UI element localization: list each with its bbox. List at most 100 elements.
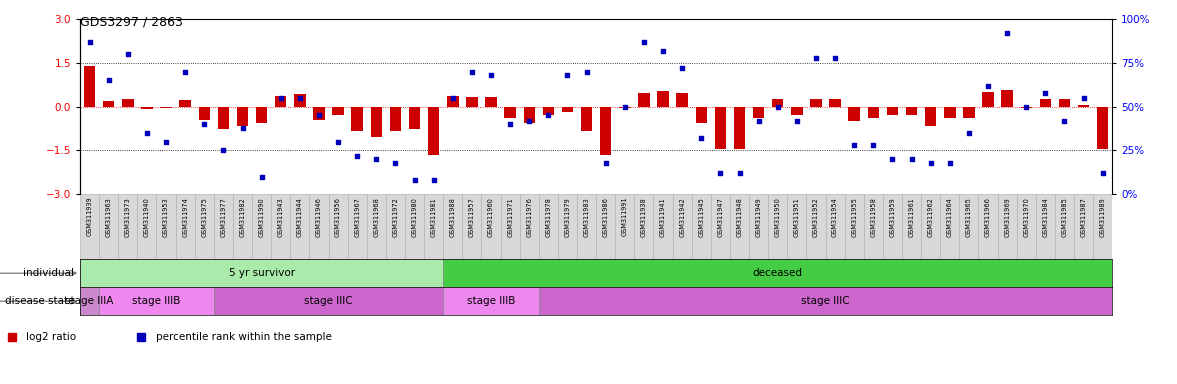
Text: GSM311942: GSM311942 (679, 197, 685, 237)
Bar (237, 107, 248, 126)
Text: GSM311981: GSM311981 (431, 197, 437, 237)
Bar (772, 99, 784, 107)
Bar (371, 107, 383, 137)
Text: GSM311952: GSM311952 (813, 197, 819, 237)
Bar (405, 194, 424, 259)
Text: GSM311977: GSM311977 (220, 197, 226, 237)
Bar (1017, 194, 1036, 259)
Text: individual: individual (24, 268, 74, 278)
Text: GSM311948: GSM311948 (737, 197, 743, 237)
Point (597, 160, 616, 166)
Bar (791, 107, 803, 115)
Bar (769, 194, 787, 259)
Bar (539, 287, 1112, 315)
Bar (543, 107, 554, 115)
Bar (1039, 99, 1051, 107)
Bar (983, 91, 993, 107)
Bar (99, 287, 214, 315)
Bar (883, 194, 902, 259)
Bar (963, 107, 975, 118)
Text: GSM311960: GSM311960 (488, 197, 494, 237)
Point (653, 48, 672, 54)
Bar (581, 107, 592, 131)
Bar (214, 287, 444, 315)
Point (692, 135, 711, 141)
Point (272, 95, 291, 101)
Text: GSM311967: GSM311967 (354, 197, 360, 237)
Point (463, 69, 481, 75)
Bar (558, 194, 577, 259)
Point (673, 65, 692, 71)
Text: GSM311991: GSM311991 (621, 197, 627, 237)
Text: GSM311953: GSM311953 (164, 197, 169, 237)
Point (806, 55, 825, 61)
Bar (978, 194, 998, 259)
Point (902, 156, 920, 162)
Text: GSM311980: GSM311980 (412, 197, 418, 237)
Bar (233, 194, 252, 259)
Point (922, 160, 940, 166)
Text: GSM311964: GSM311964 (946, 197, 953, 237)
Text: GSM311984: GSM311984 (1043, 197, 1049, 237)
Text: GSM311983: GSM311983 (584, 197, 590, 237)
Bar (141, 107, 153, 109)
Text: GSM311969: GSM311969 (1004, 197, 1010, 237)
Bar (157, 194, 175, 259)
Point (405, 177, 424, 183)
Bar (672, 194, 692, 259)
Bar (806, 194, 825, 259)
Bar (867, 107, 879, 118)
Bar (1059, 99, 1070, 107)
Text: GSM311974: GSM311974 (182, 197, 188, 237)
Bar (1020, 107, 1032, 108)
Text: GSM311939: GSM311939 (87, 197, 93, 237)
Bar (332, 107, 344, 115)
Point (386, 160, 405, 166)
Text: GSM311965: GSM311965 (966, 197, 972, 237)
Bar (444, 194, 463, 259)
Point (195, 121, 214, 127)
Bar (677, 93, 687, 107)
Bar (849, 107, 860, 121)
Point (616, 104, 634, 110)
Bar (291, 194, 310, 259)
Point (119, 51, 138, 57)
Text: stage IIIA: stage IIIA (66, 296, 114, 306)
Text: GSM311972: GSM311972 (392, 197, 399, 237)
Bar (80, 259, 444, 287)
Text: GSM311961: GSM311961 (909, 197, 915, 237)
Point (959, 130, 978, 136)
Bar (160, 107, 172, 108)
Point (577, 69, 596, 75)
Bar (122, 99, 133, 107)
Bar (692, 194, 711, 259)
Bar (749, 194, 769, 259)
Bar (830, 99, 840, 107)
Bar (634, 194, 653, 259)
Text: GSM311945: GSM311945 (698, 197, 704, 237)
Bar (922, 194, 940, 259)
Point (214, 147, 233, 154)
Bar (886, 107, 898, 115)
Bar (175, 194, 194, 259)
Text: GSM311966: GSM311966 (985, 197, 991, 237)
Point (1075, 95, 1093, 101)
Point (1017, 104, 1036, 110)
Text: GSM311956: GSM311956 (335, 197, 341, 237)
Text: GSM311940: GSM311940 (144, 197, 149, 237)
Point (845, 142, 864, 148)
Text: GSM311976: GSM311976 (526, 197, 532, 237)
Text: GSM311979: GSM311979 (565, 197, 571, 237)
Text: GDS3297 / 2863: GDS3297 / 2863 (80, 15, 182, 28)
Bar (940, 194, 959, 259)
Point (99, 78, 118, 84)
Bar (959, 194, 978, 259)
Text: GSM311975: GSM311975 (201, 197, 207, 237)
Bar (696, 107, 707, 123)
Text: GSM311951: GSM311951 (793, 197, 800, 237)
Point (1055, 118, 1073, 124)
Bar (711, 194, 730, 259)
Bar (99, 194, 118, 259)
Text: GSM311958: GSM311958 (870, 197, 877, 237)
Point (826, 55, 845, 61)
